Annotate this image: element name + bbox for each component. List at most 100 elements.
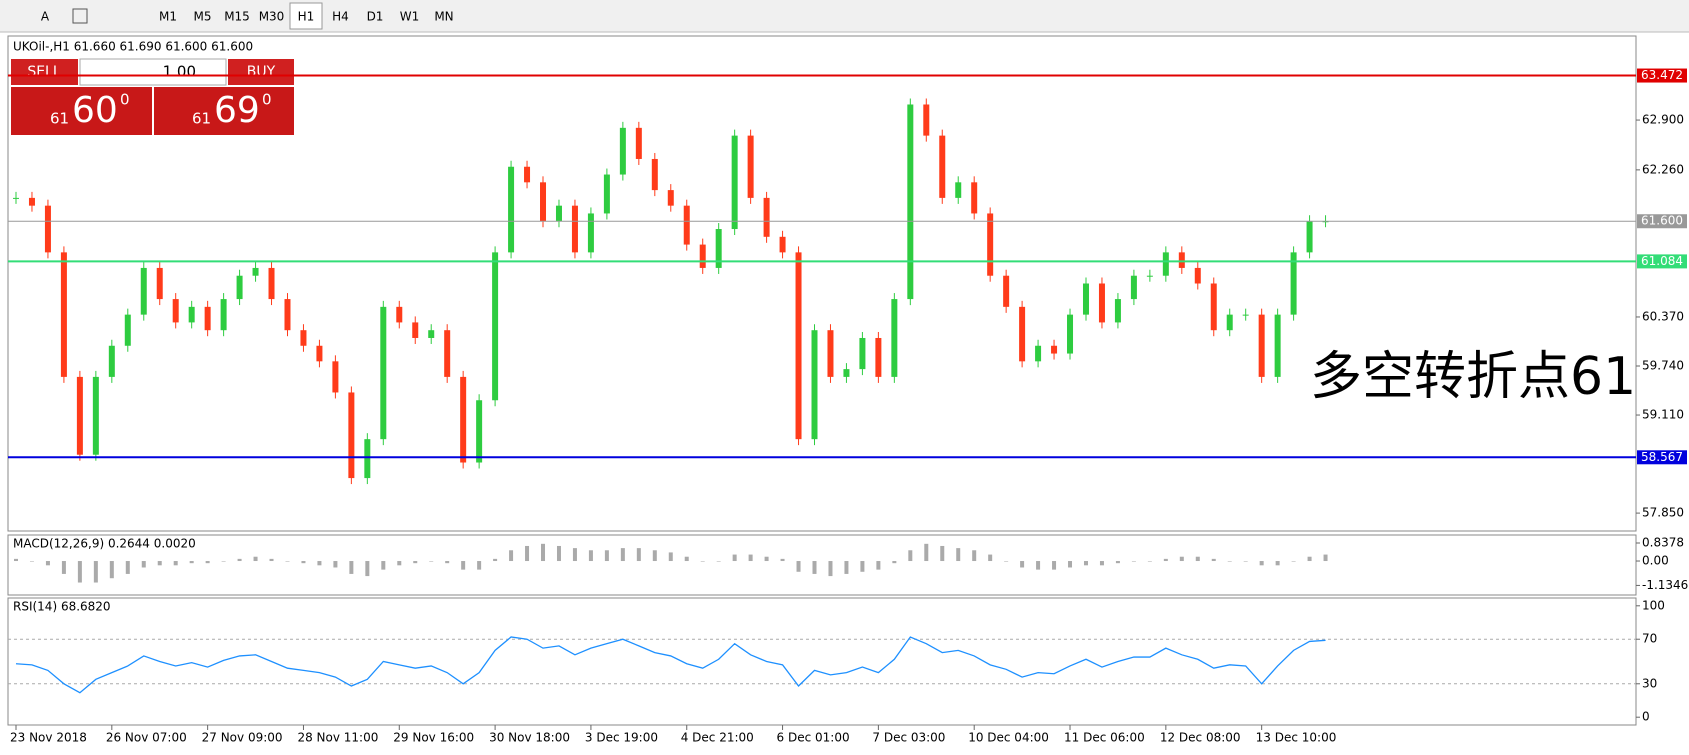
macd-bar	[636, 548, 641, 562]
candle-body	[140, 267, 147, 315]
macd-panel	[7, 534, 1637, 596]
sell-price-box[interactable]	[11, 87, 152, 135]
y-tick-label: 59.110	[1642, 408, 1684, 422]
candle-body	[236, 275, 243, 300]
x-tick-label: 10 Dec 04:00	[968, 731, 1049, 745]
x-tick-label: 6 Dec 01:00	[777, 731, 850, 745]
macd-bar	[541, 543, 546, 562]
x-tick-label: 28 Nov 11:00	[297, 731, 378, 745]
candle-body	[1210, 283, 1217, 331]
sell-price-small: 61	[50, 110, 69, 128]
sell-price-big: 60	[72, 90, 118, 131]
macd-bar	[1131, 561, 1136, 562]
candle-body	[268, 267, 275, 300]
timeframe-button[interactable]: H1	[298, 10, 315, 24]
candle-body	[428, 330, 435, 338]
sell-label[interactable]: SELL	[27, 64, 61, 80]
macd-bar	[1052, 561, 1057, 570]
candle-body	[795, 252, 802, 440]
timeframe-button[interactable]: M15	[224, 10, 250, 24]
macd-bar	[924, 543, 929, 562]
candle-body	[524, 166, 531, 183]
timeframe-button[interactable]: MN	[434, 10, 453, 24]
rsi-panel	[7, 597, 1637, 726]
timeframe-button[interactable]: D1	[367, 10, 384, 24]
candle-body	[811, 330, 818, 440]
macd-bar	[684, 556, 689, 562]
sell-button[interactable]	[11, 59, 78, 85]
candle-body	[1258, 314, 1265, 377]
candle-body	[1114, 299, 1121, 323]
macd-bar	[445, 561, 450, 564]
text-tool[interactable]: A	[41, 10, 50, 24]
macd-bar	[477, 561, 482, 570]
x-tick-label: 27 Nov 09:00	[202, 731, 283, 745]
price-tag-label: 61.084	[1641, 254, 1683, 268]
macd-bar	[828, 561, 833, 577]
macd-bar	[253, 556, 258, 562]
candle-body	[348, 392, 355, 479]
y-tick-label: 62.900	[1642, 113, 1684, 127]
candle-body	[476, 400, 483, 463]
y-tick-label: 0.00	[1642, 554, 1669, 568]
toolbar	[0, 0, 1689, 32]
macd-bar	[652, 550, 657, 562]
y-tick-label: 70	[1642, 632, 1657, 646]
macd-bar	[157, 561, 162, 566]
candle-body	[1003, 275, 1010, 307]
candle-body	[859, 337, 866, 370]
volume[interactable]: 1.00	[163, 63, 196, 81]
volume-box[interactable]	[79, 58, 227, 86]
candle-body	[731, 135, 738, 230]
y-tick-label: 100	[1642, 598, 1665, 612]
macd-bar	[349, 561, 354, 574]
textlabel-tool[interactable]	[72, 8, 88, 24]
candle-body	[827, 330, 834, 377]
buy-label[interactable]: BUY	[247, 64, 276, 80]
x-tick-label: 29 Nov 16:00	[393, 731, 474, 745]
candle-body	[987, 213, 994, 276]
timeframe-button[interactable]: W1	[400, 10, 420, 24]
candle-body	[220, 299, 227, 331]
price-tag	[1637, 254, 1687, 269]
macd-bar	[556, 545, 561, 562]
candle-body	[380, 306, 387, 440]
timeframe-button[interactable]: H4	[332, 10, 349, 24]
macd-bar	[61, 561, 66, 574]
candle-body	[1162, 252, 1169, 276]
candle-body	[1194, 267, 1201, 284]
price-tag	[1637, 68, 1687, 83]
macd-bar	[189, 561, 194, 564]
candle-body	[284, 299, 291, 331]
timeframe-button[interactable]: M5	[194, 10, 212, 24]
buy-button[interactable]	[228, 59, 294, 85]
macd-bar	[988, 554, 993, 562]
macd-bar	[365, 561, 370, 577]
buy-price-box[interactable]	[154, 87, 294, 135]
candle-body	[1035, 345, 1042, 362]
candle-body	[460, 376, 467, 463]
macd-bar	[1068, 561, 1073, 568]
macd-bar	[700, 561, 705, 562]
candle-body	[396, 306, 403, 323]
candle-body	[1290, 252, 1297, 315]
macd-bar	[413, 561, 418, 564]
macd-bar	[748, 554, 753, 562]
candle-body	[124, 314, 131, 346]
y-tick-label: 30	[1642, 676, 1657, 690]
candle-body	[603, 174, 610, 214]
price-tag-label: 58.567	[1641, 450, 1683, 464]
macd-bar	[509, 550, 514, 562]
candle-body	[508, 166, 515, 253]
candle-body	[683, 205, 690, 245]
candle-body	[1178, 252, 1185, 268]
macd-bar	[173, 561, 178, 566]
macd-bar	[493, 558, 498, 562]
candle-body	[1130, 275, 1137, 300]
timeframe-button[interactable]: M1	[159, 10, 177, 24]
macd-bar	[892, 561, 897, 564]
timeframe-button[interactable]: M30	[259, 10, 285, 24]
macd-bar	[285, 561, 290, 562]
candle-body	[923, 104, 930, 136]
